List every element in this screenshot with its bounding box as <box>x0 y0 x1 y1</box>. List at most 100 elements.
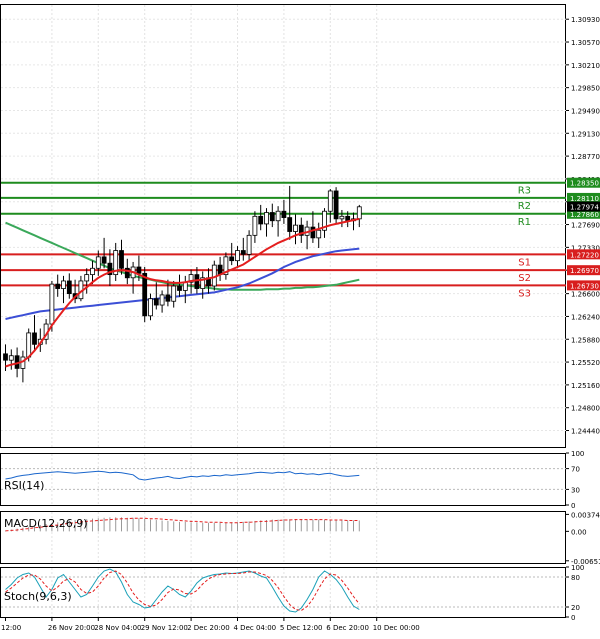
candle-bullish <box>8 355 14 361</box>
level-price-box-r2 <box>567 192 600 203</box>
macd-panel-frame <box>0 511 566 564</box>
level-label-s1: S1 <box>518 257 531 268</box>
price-tick-label: 1.24800 <box>571 405 600 413</box>
rsi-tick-label: 30 <box>571 486 580 494</box>
price-tick-label: 1.25160 <box>571 382 600 390</box>
candle-bearish <box>66 280 72 295</box>
current-price-box <box>567 201 600 212</box>
candle-bearish <box>240 250 246 255</box>
candle-bullish <box>182 281 188 291</box>
x-axis-label: 28 Nov 04:00 <box>94 624 141 632</box>
price-tick-label: 1.28770 <box>571 153 600 161</box>
candle-bearish <box>32 332 37 345</box>
candle-bullish <box>113 250 119 276</box>
level-label-r3: R3 <box>518 186 531 197</box>
moving-average-red-line <box>5 217 360 368</box>
price-tick-label: 1.30570 <box>571 39 600 47</box>
price-tick-label: 1.29130 <box>571 130 600 138</box>
macd-signal-line <box>5 517 360 532</box>
price-tick-label: 1.26600 <box>571 291 600 299</box>
candle-bullish <box>61 280 66 289</box>
candle-bullish <box>223 256 229 276</box>
level-price-text-r3: 1.28350 <box>570 180 599 188</box>
price-tick-label: 1.26240 <box>571 313 600 321</box>
candles-group <box>3 185 362 383</box>
candle-bullish <box>246 234 252 255</box>
level-label-r2: R2 <box>518 201 531 212</box>
candle-bearish <box>229 256 235 262</box>
x-axis-label: 4 Dec 04:00 <box>234 624 277 632</box>
candle-bullish <box>84 274 90 282</box>
candle-bullish <box>316 229 322 239</box>
candle-bullish <box>26 332 32 358</box>
x-axis-label: 6 Dec 20:00 <box>326 624 369 632</box>
level-price-box-r1 <box>567 208 600 219</box>
rsi-panel-frame <box>0 453 566 506</box>
candle-bearish <box>107 262 113 276</box>
x-axis-label: 5 Dec 12:00 <box>280 624 323 632</box>
level-label-r1: R1 <box>518 217 531 228</box>
candle-bearish <box>119 250 124 269</box>
level-label-s3: S3 <box>518 288 531 299</box>
candle-bullish <box>49 283 55 325</box>
candle-bearish <box>333 190 339 220</box>
candle-bearish <box>310 226 316 239</box>
candle-bearish <box>55 283 61 289</box>
price-tick-label: 1.27690 <box>571 222 600 230</box>
level-price-box-s1 <box>567 249 600 260</box>
level-price-box-s3 <box>567 280 600 291</box>
stoch-tick-label: 0 <box>571 614 575 622</box>
candle-bearish <box>153 298 159 306</box>
candle-bullish <box>264 212 269 225</box>
level-price-text-r2: 1.28110 <box>570 195 599 203</box>
candle-bullish <box>200 277 206 289</box>
candle-bearish <box>194 274 200 289</box>
candle-bearish <box>298 224 304 236</box>
stoch-panel-frame <box>0 567 566 618</box>
stoch-tick-label: 20 <box>571 604 580 612</box>
level-price-box-r3 <box>567 177 600 188</box>
macd-tick-label: 0.003749 <box>571 511 600 519</box>
price-tick-label: 1.29850 <box>571 85 600 93</box>
candle-bearish <box>269 212 275 222</box>
candle-bearish <box>3 353 8 361</box>
stoch-tick-label: 80 <box>571 574 580 582</box>
price-tick-label: 1.27330 <box>571 244 600 252</box>
candle-bearish <box>124 267 130 279</box>
x-axis-label: 10 Dec 00:00 <box>373 624 420 632</box>
candle-bearish <box>136 266 142 274</box>
level-label-s2: S2 <box>518 273 531 284</box>
level-price-text-s2: 1.26970 <box>570 267 599 275</box>
price-tick-label: 1.25880 <box>571 336 600 344</box>
candle-bullish <box>339 215 345 220</box>
level-price-text-s1: 1.27220 <box>570 251 599 259</box>
candle-bullish <box>95 256 101 269</box>
x-axis-label: 12:00 <box>1 624 21 632</box>
current-price-text: 1.27974 <box>570 204 599 212</box>
price-tick-label: 1.30930 <box>571 16 600 24</box>
candle-bullish <box>148 298 153 317</box>
candle-bearish <box>142 272 148 317</box>
x-axis-label: 26 Nov 20:00 <box>48 624 95 632</box>
rsi-label: RSI(14) <box>4 479 44 492</box>
x-axis-label: 2 Dec 20:00 <box>187 624 230 632</box>
stoch-d-line <box>5 570 360 612</box>
candle-bearish <box>165 294 171 302</box>
rsi-tick-label: 100 <box>571 450 584 458</box>
x-axis-label: 29 Nov 12:00 <box>141 624 188 632</box>
candle-bullish <box>235 250 240 262</box>
stoch-tick-label: 100 <box>571 564 584 572</box>
stoch-label: Stoch(9,6,3) <box>4 590 72 603</box>
rsi-tick-label: 70 <box>571 466 580 474</box>
candle-bullish <box>356 206 362 220</box>
macd-tick-label: 0.00 <box>571 528 587 536</box>
macd-label: MACD(12,26,9) <box>4 517 88 530</box>
rsi-tick-label: 0 <box>571 502 575 510</box>
candle-bullish <box>327 190 333 212</box>
level-price-text-s3: 1.26730 <box>570 282 599 290</box>
moving-average-green-line <box>5 221 360 291</box>
price-tick-label: 1.24440 <box>571 428 600 436</box>
stoch-k-line <box>5 568 360 613</box>
candle-bullish <box>159 294 165 306</box>
